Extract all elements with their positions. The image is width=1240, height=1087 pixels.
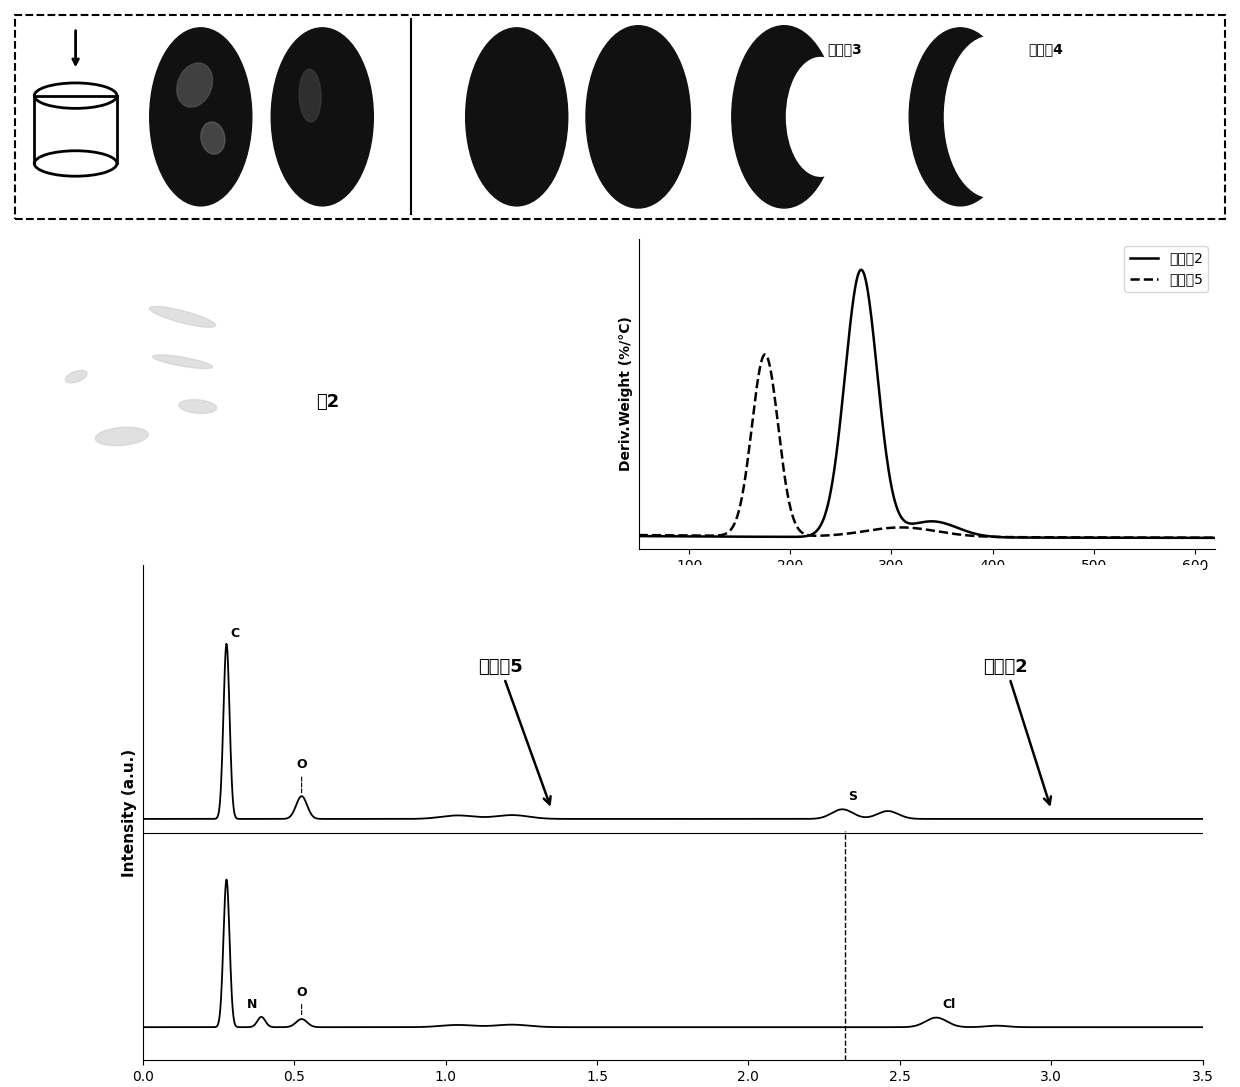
- Ellipse shape: [95, 427, 149, 446]
- Text: O: O: [296, 759, 308, 794]
- 实施例2: [1085, 532, 1100, 545]
- Circle shape: [909, 28, 1012, 205]
- Text: C: C: [231, 627, 239, 640]
- 实施例2: [911, 516, 926, 529]
- Line: 实施例2: 实施例2: [639, 270, 1215, 538]
- Line: 对比例5: 对比例5: [639, 354, 1215, 538]
- Text: O: O: [296, 986, 308, 1016]
- 对比例5: [1208, 532, 1223, 545]
- Text: 实施例2: 实施例2: [983, 658, 1052, 804]
- Text: Cl: Cl: [942, 998, 956, 1011]
- 实施例2: [1208, 532, 1223, 545]
- Text: 对比例5: 对比例5: [477, 658, 551, 804]
- 实施例2: [661, 529, 676, 542]
- 对比例5: [1192, 532, 1207, 545]
- 对比例5: [897, 521, 911, 534]
- Ellipse shape: [51, 361, 95, 386]
- Ellipse shape: [66, 415, 171, 452]
- Ellipse shape: [113, 293, 246, 335]
- 对比例5: [631, 528, 646, 541]
- 对比例5: [758, 348, 773, 361]
- Circle shape: [945, 36, 1037, 198]
- Text: S: S: [848, 790, 857, 803]
- Y-axis label: Deriv.Weight (%/°C): Deriv.Weight (%/°C): [619, 316, 634, 472]
- Circle shape: [732, 26, 836, 208]
- 对比例5: [911, 522, 926, 535]
- Ellipse shape: [153, 354, 212, 368]
- 实施例2: [897, 514, 911, 527]
- 实施例2: [1192, 532, 1207, 545]
- 实施例2: [631, 529, 646, 542]
- Circle shape: [150, 28, 252, 205]
- Ellipse shape: [201, 122, 224, 154]
- Ellipse shape: [156, 390, 233, 417]
- Y-axis label: Intensity (a.u.): Intensity (a.u.): [122, 749, 138, 876]
- Ellipse shape: [179, 400, 217, 413]
- Legend: 实施例2, 对比例5: 实施例2, 对比例5: [1125, 246, 1208, 292]
- X-axis label: Temperature (°C): Temperature (°C): [853, 578, 1001, 594]
- Circle shape: [272, 28, 373, 205]
- Ellipse shape: [66, 371, 87, 383]
- Circle shape: [466, 28, 568, 205]
- Ellipse shape: [177, 63, 212, 108]
- Text: 实施例4: 实施例4: [1028, 42, 1063, 57]
- Ellipse shape: [119, 345, 239, 373]
- 实施例2: [1192, 532, 1207, 545]
- Text: 例2: 例2: [316, 393, 340, 411]
- Ellipse shape: [299, 70, 321, 122]
- Text: 实施例3: 实施例3: [827, 42, 862, 57]
- 对比例5: [1085, 530, 1100, 544]
- Circle shape: [786, 58, 854, 176]
- Circle shape: [587, 26, 691, 208]
- 对比例5: [1192, 532, 1207, 545]
- Text: N: N: [247, 998, 257, 1011]
- Ellipse shape: [150, 307, 216, 327]
- 实施例2: [854, 263, 869, 276]
- 对比例5: [661, 528, 676, 541]
